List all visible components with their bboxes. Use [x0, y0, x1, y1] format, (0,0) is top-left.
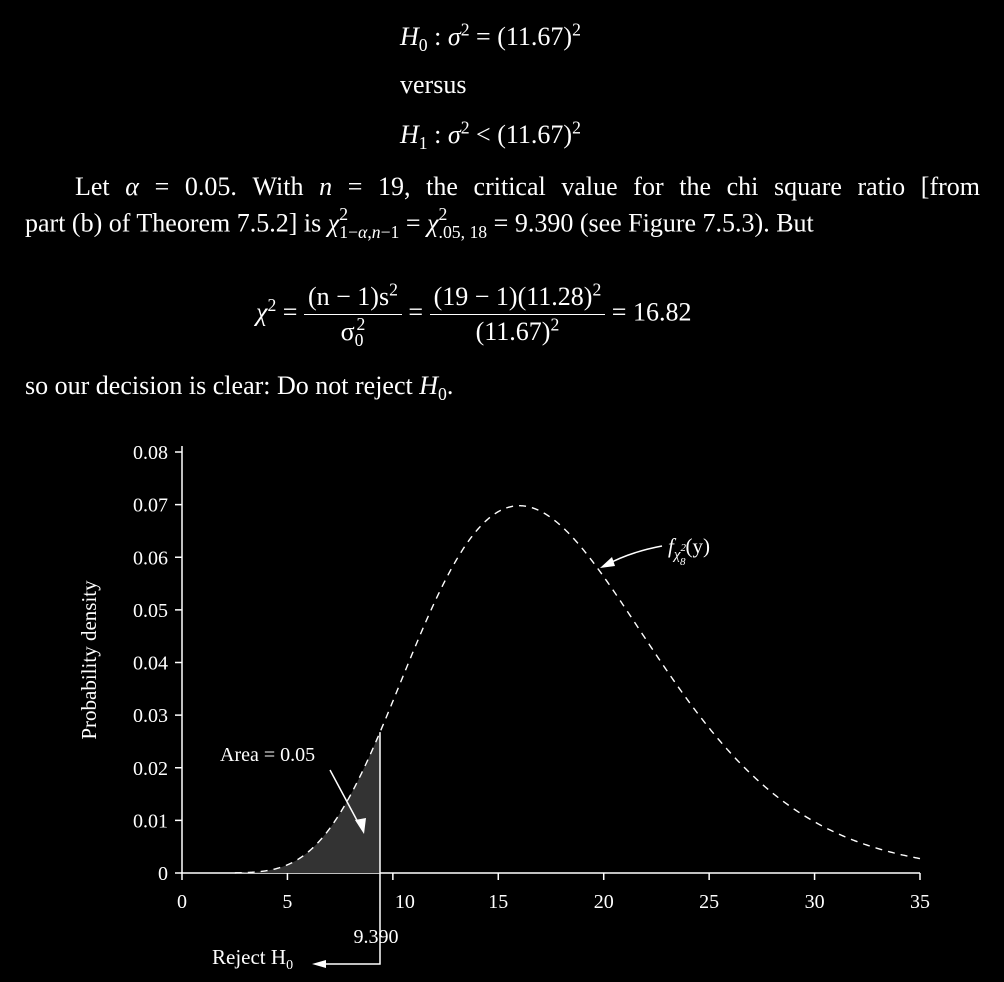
n-value: 19 — [378, 172, 405, 201]
curve-label-df: 8 — [680, 556, 686, 568]
conclusion-line: so our decision is clear: Do not reject … — [25, 371, 454, 405]
paragraph-line-2: part (b) of Theorem 7.5.2] is χ 2 1−α,n−1 … — [25, 204, 814, 242]
fraction-2-denominator: (11.67) — [475, 317, 551, 346]
x-tick-label: 25 — [699, 891, 719, 913]
reject-label-text: Reject H — [212, 945, 286, 969]
reject-label: Reject H0 — [212, 945, 293, 973]
curve-label-f: f — [668, 534, 677, 558]
conclusion-text: so our decision is clear: Do not reject — [25, 371, 420, 400]
curve-label-arg: (y) — [685, 534, 710, 558]
paragraph-text: Let — [75, 172, 126, 201]
x-tick-label: 0 — [177, 891, 187, 913]
null-hypothesis: H0 : σ2 = (11.67)2 — [400, 19, 581, 56]
critical-value: 9.390 — [514, 208, 574, 238]
null-hypothesis-value: (11.67) — [497, 22, 573, 51]
alternative-hypothesis: H1 : σ2 < (11.67)2 — [400, 117, 581, 154]
chart-marks — [234, 505, 921, 968]
rejection-region — [234, 732, 380, 873]
chi-square-equation: χ2 = (n − 1)s2 σ02 = (19 − 1)(11.28)2 (1… — [256, 279, 692, 351]
y-tick-label: 0.05 — [133, 600, 168, 622]
area-label: Area = 0.05 — [220, 744, 315, 766]
paragraph-text: , the critical value for the chi square … — [404, 172, 980, 201]
y-tick-label: 0.03 — [133, 705, 168, 727]
critical-value-label: 9.390 — [354, 926, 399, 948]
fraction-2-numerator: (19 − 1)(11.28) — [433, 282, 593, 311]
y-tick-label: 0.02 — [133, 758, 168, 780]
versus-text: versus — [400, 70, 467, 99]
chart-axes: 0 0.01 0.02 0.03 0.04 0.05 0.06 0.07 0.08 0 5 10 15 2… — [133, 442, 930, 913]
paragraph-line-1: Let α = 0.05. With n = 19, the critical … — [75, 172, 980, 201]
reject-arrow-head — [311, 960, 326, 968]
fraction-1-denominator: σ — [340, 317, 355, 346]
y-tick-label: 0.07 — [133, 495, 168, 517]
fraction-2: (19 − 1)(11.28)2 (11.67)2 — [429, 281, 606, 347]
y-tick-label: 0.06 — [133, 547, 168, 569]
density-curve — [234, 505, 921, 874]
area-arrow-line — [329, 769, 361, 827]
x-tick-label: 10 — [395, 891, 415, 913]
paragraph-text: (see Figure 7.5.3). But — [573, 208, 814, 238]
equation-result: 16.82 — [632, 297, 692, 327]
area-arrow-head — [355, 818, 366, 834]
fraction-1-numerator: (n − 1)s — [307, 282, 390, 311]
paragraph-text: part (b) of Theorem 7.5.2] is — [25, 208, 328, 238]
y-tick-label: 0.01 — [133, 810, 168, 832]
y-tick-label: 0.08 — [133, 442, 168, 464]
x-tick-label: 15 — [488, 891, 508, 913]
y-tick-label: 0.04 — [133, 653, 168, 675]
x-tick-label: 5 — [282, 891, 292, 913]
curve-label-arrow-head — [600, 557, 615, 568]
y-tick-label: 0 — [158, 863, 168, 885]
paragraph-text: . With — [230, 172, 320, 201]
fraction-1: (n − 1)s2 σ02 — [303, 281, 402, 349]
x-tick-label: 20 — [594, 891, 614, 913]
curve-label-arrow-line — [605, 545, 663, 566]
x-tick-label: 30 — [805, 891, 825, 913]
alternative-hypothesis-value: (11.67) — [497, 120, 573, 149]
x-tick-label: 35 — [910, 891, 930, 913]
alpha-value: 0.05 — [184, 172, 231, 201]
y-axis-label: Probability density — [77, 580, 101, 740]
reject-arrow-line — [321, 915, 381, 965]
curve-label: fχ2 8(y) — [668, 534, 710, 568]
